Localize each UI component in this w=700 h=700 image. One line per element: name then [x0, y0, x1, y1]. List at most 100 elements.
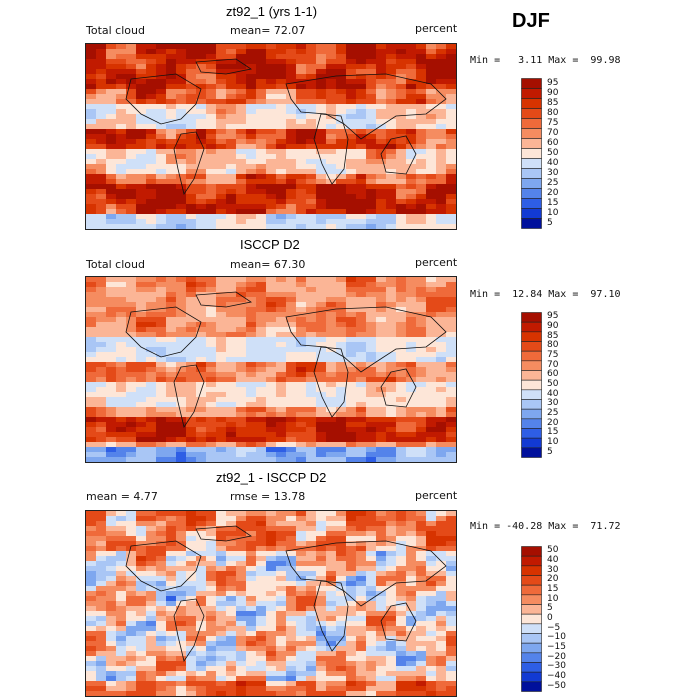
heatmap-cell [226, 511, 237, 517]
heatmap-cell [136, 119, 147, 125]
heatmap-cell [266, 277, 277, 283]
heatmap-cell [426, 49, 437, 55]
heatmap-cell [186, 342, 197, 348]
heatmap-cell [406, 337, 417, 343]
heatmap-cell [86, 681, 97, 687]
heatmap-cell [206, 551, 217, 557]
heatmap-cell [206, 601, 217, 607]
heatmap-cell [256, 591, 267, 597]
heatmap-cell [126, 681, 137, 687]
heatmap-cell [246, 159, 257, 165]
colorbar-swatch [521, 108, 542, 119]
heatmap-cell [406, 74, 417, 80]
heatmap-cell [146, 676, 157, 682]
heatmap-cell [336, 377, 347, 383]
heatmap-cell [326, 442, 337, 448]
heatmap-cell [296, 656, 307, 662]
heatmap-cell [216, 297, 227, 303]
heatmap-cell [156, 282, 167, 288]
heatmap-cell [236, 611, 247, 617]
heatmap-cell [206, 656, 217, 662]
heatmap-cell [266, 611, 277, 617]
heatmap-cell [206, 412, 217, 418]
heatmap-cell [436, 661, 447, 667]
heatmap-cell [86, 89, 97, 95]
heatmap-cell [426, 407, 437, 413]
heatmap-cell [246, 199, 257, 205]
heatmap-cell [226, 214, 237, 220]
heatmap-cell [336, 447, 347, 453]
heatmap-cell [146, 581, 157, 587]
coastline [285, 540, 447, 607]
heatmap-cell [226, 327, 237, 333]
heatmap-cell [346, 631, 357, 637]
colorbar-label: −15 [547, 642, 566, 652]
heatmap-cell [126, 646, 137, 652]
heatmap-cell [226, 367, 237, 373]
heatmap-cell [336, 164, 347, 170]
heatmap-cell [146, 531, 157, 537]
heatmap-cell [156, 124, 167, 130]
heatmap-cell [206, 417, 217, 423]
heatmap-cell [336, 616, 347, 622]
heatmap-cell [86, 546, 97, 552]
heatmap-cell [136, 209, 147, 215]
heatmap-cell [286, 656, 297, 662]
heatmap-cell [406, 551, 417, 557]
heatmap-cell [196, 174, 207, 180]
heatmap-cell [116, 89, 127, 95]
heatmap-cell [396, 651, 407, 657]
heatmap-cell [186, 114, 197, 120]
heatmap-cell [316, 139, 327, 145]
heatmap-cell [306, 561, 317, 567]
heatmap-cell [226, 159, 237, 165]
heatmap-cell [336, 372, 347, 378]
heatmap-cell [256, 362, 267, 368]
heatmap-cell [286, 214, 297, 220]
heatmap-cell [226, 422, 237, 428]
heatmap-cell [196, 134, 207, 140]
heatmap-cell [226, 447, 237, 453]
heatmap-cell [156, 189, 167, 195]
heatmap-cell [136, 154, 147, 160]
heatmap-cell [286, 119, 297, 125]
heatmap-cell [416, 159, 427, 165]
heatmap-cell [296, 302, 307, 308]
heatmap-cell [86, 447, 97, 453]
heatmap-cell [366, 184, 377, 190]
heatmap-cell [196, 129, 207, 135]
heatmap-cell [86, 224, 97, 229]
heatmap-cell [146, 601, 157, 607]
heatmap-cell [116, 422, 127, 428]
heatmap-cell [236, 94, 247, 100]
heatmap-cell [366, 347, 377, 353]
heatmap-cell [336, 224, 347, 229]
heatmap-cell [286, 277, 297, 283]
heatmap-cell [216, 129, 227, 135]
heatmap-cell [296, 382, 307, 388]
heatmap-cell [136, 89, 147, 95]
heatmap-cell [396, 576, 407, 582]
heatmap-cell [286, 124, 297, 130]
colorbar-swatch [521, 662, 542, 673]
heatmap-cell [426, 59, 437, 65]
heatmap-cell [416, 621, 427, 627]
heatmap-cell [366, 287, 377, 293]
heatmap-cell [176, 297, 187, 303]
heatmap-cell [176, 89, 187, 95]
heatmap-cell [286, 44, 297, 50]
colorbar-swatch [521, 584, 542, 596]
heatmap-cell [436, 432, 447, 438]
heatmap-cell [376, 392, 387, 398]
heatmap-cell [206, 204, 217, 210]
heatmap-cell [146, 666, 157, 672]
heatmap-cell [236, 352, 247, 358]
heatmap-cell [136, 611, 147, 617]
heatmap-cell [86, 144, 97, 150]
heatmap-cell [196, 372, 207, 378]
heatmap-cell [286, 59, 297, 65]
heatmap-cell [346, 94, 357, 100]
colorbar-label: 40 [547, 555, 559, 565]
heatmap-cell [136, 412, 147, 418]
heatmap-cell [296, 119, 307, 125]
